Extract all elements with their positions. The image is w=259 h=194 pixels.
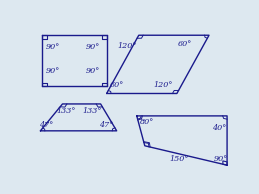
Text: 47°: 47°	[39, 121, 54, 129]
Text: 90°: 90°	[214, 155, 228, 163]
Text: 90°: 90°	[85, 43, 100, 51]
Text: 133°: 133°	[83, 107, 102, 115]
Text: 90°: 90°	[45, 43, 60, 51]
Text: 150°: 150°	[169, 155, 189, 163]
Text: 120°: 120°	[117, 42, 136, 50]
Text: 80°: 80°	[140, 118, 154, 126]
Text: 47°: 47°	[99, 121, 114, 129]
Text: 90°: 90°	[85, 67, 100, 75]
Text: 60°: 60°	[110, 81, 124, 88]
Text: 90°: 90°	[45, 67, 60, 75]
Text: 40°: 40°	[212, 124, 226, 132]
Text: 60°: 60°	[178, 40, 192, 48]
Text: 133°: 133°	[57, 107, 76, 115]
Text: 120°: 120°	[153, 81, 172, 88]
